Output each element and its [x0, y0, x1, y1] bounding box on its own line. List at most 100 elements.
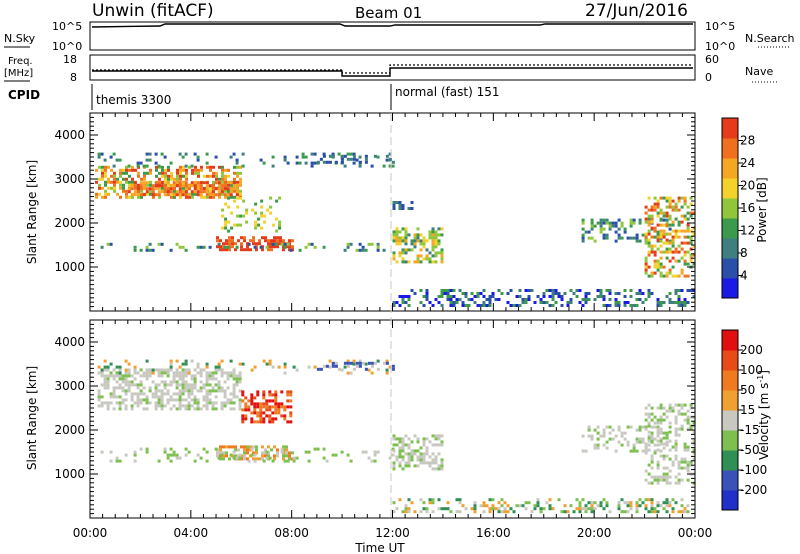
heatmap-cell [419, 260, 423, 264]
heatmap-cell [578, 301, 582, 304]
heatmap-cell [166, 181, 170, 185]
heatmap-cell [139, 380, 143, 384]
heatmap-cell [112, 164, 116, 168]
heatmap-cell [692, 244, 696, 248]
heatmap-cell [431, 245, 435, 249]
heatmap-cell [157, 190, 161, 194]
heatmap-cell [158, 195, 161, 199]
heatmap-cell [184, 404, 188, 408]
heatmap-cell [662, 454, 666, 458]
heatmap-cell [373, 361, 377, 365]
heatmap-cell [184, 362, 188, 366]
heatmap-cell [274, 393, 278, 397]
heatmap-cell [231, 236, 234, 240]
heatmap-cell [461, 304, 465, 307]
heatmap-cell [220, 453, 224, 457]
heatmap-cell [101, 168, 104, 172]
heatmap-cell [268, 417, 272, 421]
heatmap-cell [455, 498, 459, 502]
heatmap-cell [422, 440, 426, 444]
colorbar-tick-label: -15 [740, 423, 760, 437]
heatmap-cell [602, 434, 606, 438]
heatmap-cell [208, 389, 212, 393]
heatmap-cell [653, 244, 657, 248]
heatmap-cell [205, 161, 209, 165]
heatmap-cell [112, 389, 116, 393]
heatmap-cell [665, 232, 669, 236]
heatmap-cell [133, 392, 137, 396]
heatmap-cell [686, 235, 690, 239]
heatmap-cell [142, 386, 146, 390]
heatmap-cell [205, 152, 209, 156]
heatmap-cell [280, 242, 284, 246]
heatmap-cell [548, 295, 552, 298]
heatmap-cell [119, 183, 122, 187]
heatmap-cell [236, 205, 240, 209]
heatmap-cell [419, 289, 423, 292]
heatmap-cell [659, 415, 663, 419]
heatmap-cell [653, 205, 657, 209]
heatmap-cell [590, 221, 594, 225]
heatmap-cell [226, 187, 230, 191]
heatmap-cell [683, 466, 687, 470]
heatmap-cell [260, 205, 264, 209]
heatmap-cell [587, 292, 591, 295]
heatmap-cell [127, 190, 131, 194]
colorbar-swatch [722, 410, 738, 431]
heatmap-cell [662, 229, 666, 233]
heatmap-cell [653, 196, 657, 200]
heatmap-cell [118, 459, 122, 463]
heatmap-cell [431, 254, 435, 258]
heatmap-cell [227, 168, 230, 172]
heatmap-cell [401, 510, 405, 514]
heatmap-cell [187, 368, 191, 372]
heatmap-cell [677, 244, 681, 248]
heatmap-cell [235, 383, 239, 387]
heatmap-cell [614, 304, 618, 307]
heatmap-cell [184, 389, 188, 393]
heatmap-cell [185, 195, 188, 199]
heatmap-cell [304, 161, 308, 165]
heatmap-cell [581, 227, 585, 231]
heatmap-cell [509, 289, 513, 292]
heatmap-cell [590, 501, 594, 505]
heatmap-cell [416, 455, 420, 459]
heatmap-cell [665, 211, 669, 215]
heatmap-cell [446, 501, 450, 505]
heatmap-cell [584, 510, 588, 514]
heatmap-cell [590, 434, 594, 438]
heatmap-cell [650, 214, 654, 218]
heatmap-cell [191, 171, 194, 175]
heatmap-cell [617, 218, 621, 222]
heatmap-cell [289, 248, 293, 252]
heatmap-cell [288, 245, 291, 249]
colorbar-swatch [722, 138, 738, 159]
heatmap-cell [194, 168, 197, 172]
heatmap-cell [602, 304, 606, 307]
heatmap-cell [686, 205, 690, 209]
heatmap-cell [261, 236, 264, 240]
heatmap-cell [437, 233, 441, 237]
heatmap-cell [662, 507, 666, 511]
heatmap-cell [608, 292, 612, 295]
heatmap-cell [346, 371, 350, 375]
heatmap-cell [161, 168, 164, 172]
heatmap-cell [273, 239, 276, 243]
heatmap-cell [181, 362, 185, 366]
heatmap-cell [641, 233, 645, 237]
heatmap-cell [221, 192, 224, 196]
heatmap-cell [689, 253, 693, 257]
heatmap-cell [584, 301, 588, 304]
heatmap-cell [282, 454, 285, 458]
heatmap-cell [671, 406, 675, 410]
heatmap-cell [112, 377, 116, 381]
heatmap-cell [176, 168, 179, 172]
heatmap-cell [683, 262, 687, 266]
heatmap-cell [160, 242, 164, 246]
heatmap-cell [434, 242, 438, 246]
heatmap-cell [223, 184, 227, 188]
heatmap-cell [170, 177, 173, 181]
heatmap-cell [626, 301, 630, 304]
heatmap-cell [515, 295, 519, 298]
heatmap-cell [509, 304, 513, 307]
